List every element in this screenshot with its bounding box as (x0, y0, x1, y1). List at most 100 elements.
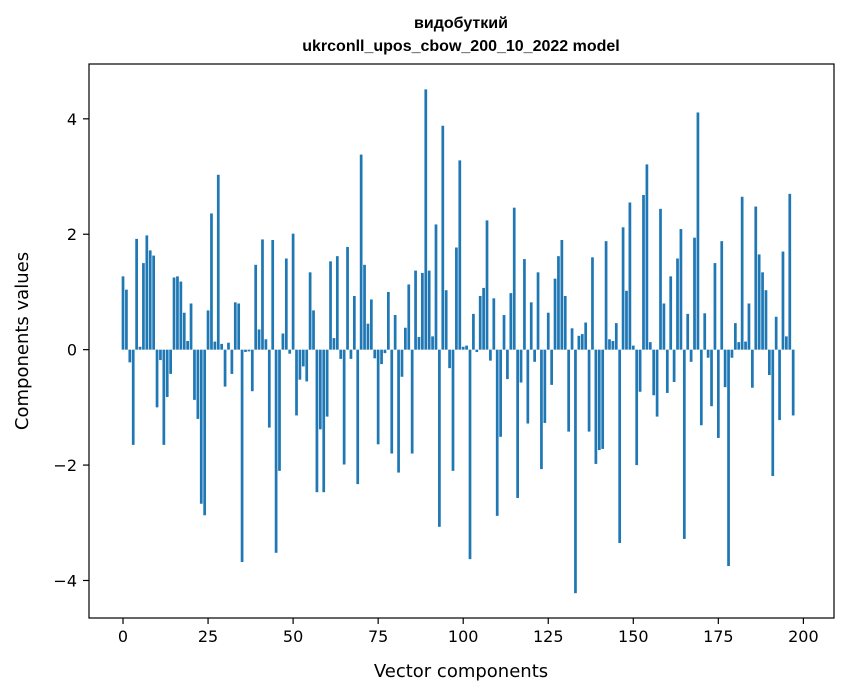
bar (577, 335, 581, 350)
bar (495, 349, 499, 516)
bar (614, 323, 618, 350)
bar (172, 277, 176, 350)
bar (329, 261, 332, 350)
bar (223, 349, 227, 387)
bar (356, 349, 360, 485)
bar (138, 346, 142, 350)
bar (523, 259, 526, 350)
bar (550, 349, 554, 385)
bar (638, 349, 642, 392)
bar (271, 240, 275, 350)
bar (516, 349, 519, 498)
bar (526, 349, 530, 424)
bar (519, 349, 523, 383)
bar (587, 349, 591, 432)
bar (744, 341, 747, 350)
x-tick-label: 0 (118, 627, 128, 646)
bar (472, 313, 475, 350)
bar (383, 349, 387, 354)
bar (444, 290, 448, 350)
bar (448, 349, 451, 369)
bar (591, 257, 594, 350)
bar (502, 315, 506, 350)
bar (288, 349, 292, 354)
bar (165, 349, 169, 397)
bar (230, 349, 234, 374)
bar (387, 291, 390, 350)
y-tick-label: −2 (53, 456, 77, 475)
bar (669, 276, 673, 350)
bar (193, 349, 196, 400)
bar (155, 349, 159, 408)
bar (393, 315, 397, 350)
bar (659, 208, 662, 350)
bar (176, 276, 179, 350)
bar (489, 349, 492, 361)
bar (237, 303, 241, 350)
y-tick-label: −4 (53, 571, 77, 590)
bar (451, 349, 455, 471)
bar (672, 349, 676, 382)
bar (315, 349, 319, 493)
bar (611, 341, 615, 350)
bar (373, 349, 377, 359)
bar (713, 263, 717, 350)
x-tick-label: 175 (703, 627, 734, 646)
bar (751, 349, 754, 388)
bar (121, 276, 125, 350)
x-tick-label: 200 (788, 627, 819, 646)
bar (233, 302, 237, 350)
bar (301, 349, 305, 367)
bar (427, 270, 431, 350)
bar (747, 303, 751, 350)
bar (696, 112, 700, 350)
bar (567, 349, 571, 432)
bar (441, 125, 445, 350)
bar (148, 250, 152, 350)
bar (366, 323, 370, 350)
bar (203, 349, 207, 516)
bar (318, 349, 322, 430)
x-axis-ticks: 0 25 50 75 100 125 150 175 200 (118, 618, 819, 646)
bar (267, 349, 271, 428)
bar (131, 349, 135, 445)
bar (676, 258, 679, 350)
bar (757, 254, 761, 350)
bar (189, 303, 193, 350)
bar (778, 349, 781, 421)
bar (216, 174, 220, 350)
bar (390, 349, 394, 454)
bar (631, 345, 635, 350)
bar (455, 247, 458, 350)
bar (785, 336, 788, 350)
bar (597, 349, 601, 451)
bar (506, 349, 509, 380)
bar (206, 310, 210, 350)
bar (376, 349, 380, 445)
bar (679, 229, 683, 350)
bar (706, 349, 710, 358)
bar (733, 323, 737, 350)
bar (533, 349, 536, 362)
bar (325, 349, 329, 417)
bar (400, 349, 404, 377)
bar (570, 328, 574, 350)
y-tick-label: 2 (67, 225, 77, 244)
bar (560, 240, 564, 350)
bar (580, 334, 584, 350)
bar (434, 224, 438, 350)
bar (540, 349, 543, 470)
bar (645, 164, 649, 350)
bar (689, 349, 693, 362)
bar (261, 239, 264, 350)
bar (662, 303, 666, 350)
bar (720, 241, 724, 350)
bar (291, 233, 295, 350)
bar (410, 349, 414, 454)
bar (220, 343, 224, 350)
bar (716, 349, 720, 438)
bar (655, 349, 659, 417)
bar (761, 272, 764, 350)
bar (135, 238, 138, 350)
bar (774, 316, 778, 350)
